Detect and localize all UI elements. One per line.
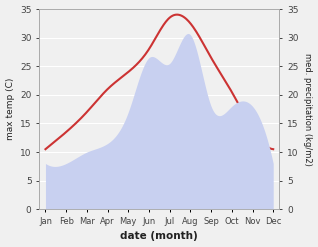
X-axis label: date (month): date (month) — [121, 231, 198, 242]
Y-axis label: max temp (C): max temp (C) — [5, 78, 15, 140]
Y-axis label: med. precipitation (kg/m2): med. precipitation (kg/m2) — [303, 53, 313, 165]
